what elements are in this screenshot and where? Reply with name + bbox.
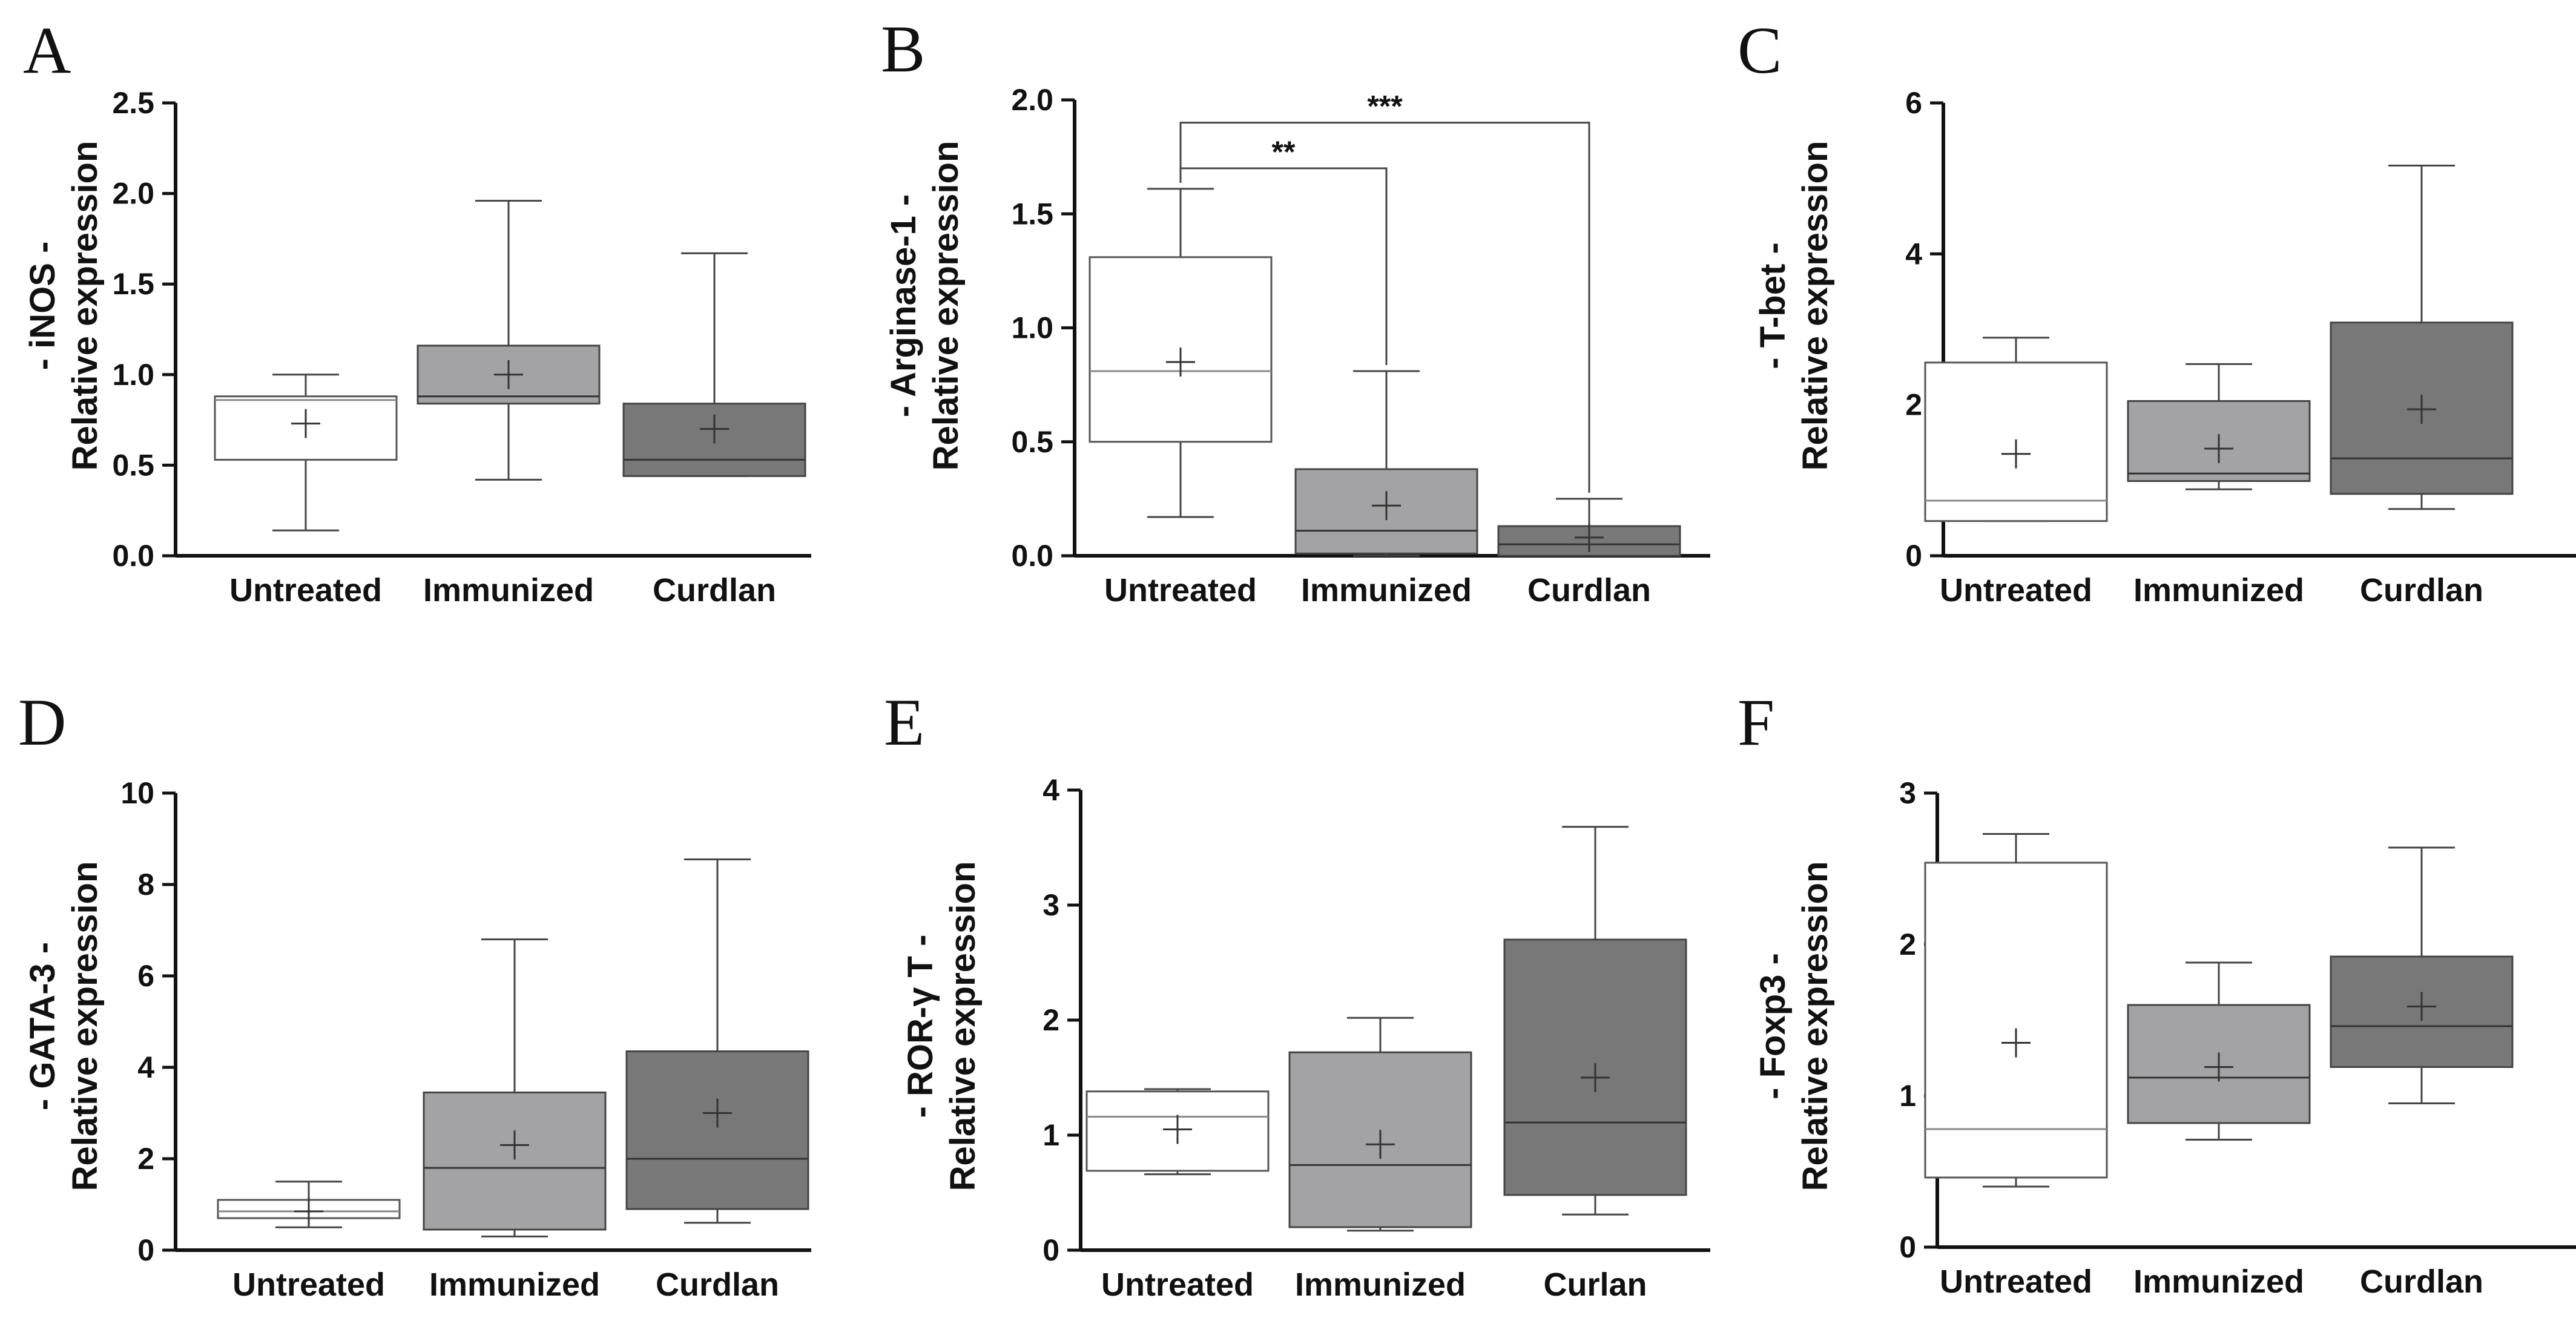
y-axis-title: - Arginase-1 - (884, 194, 923, 417)
box-curdlan (1497, 498, 1681, 557)
box-iqr (423, 1092, 607, 1231)
y-tick-label: 6 (1905, 86, 1922, 120)
panel-b: B - Arginase-1 - Relative expression 0.0 0.5… (881, 12, 1710, 608)
y-tick-label: 1.5 (1011, 197, 1053, 231)
x-tick-label: Immunized (1301, 572, 1472, 608)
y-tick-label: 0 (1899, 1230, 1916, 1264)
box-untreated (1924, 337, 2108, 522)
y-tick-label: 0.0 (1011, 539, 1053, 573)
y-tick-label: 2 (1905, 388, 1922, 422)
y-tick-label: 2 (1899, 927, 1916, 961)
x-tick-label: Untreated (1101, 1267, 1254, 1303)
y-axis-title: - ROR-γ T - (901, 935, 940, 1118)
x-tick-label: Curlan (1543, 1267, 1647, 1303)
y-tick-label: 10 (120, 776, 154, 810)
y-tick-label: 0.0 (112, 539, 154, 573)
x-tick-label: Untreated (1940, 1263, 2092, 1300)
y-tick-label: 0 (1905, 539, 1922, 573)
panel-letter: E (884, 685, 924, 759)
box-untreated (214, 374, 398, 532)
box-curlan (1503, 826, 1687, 1216)
box-untreated (1924, 833, 2108, 1188)
x-tick-label: Curdlan (2360, 572, 2483, 608)
x-tick-label: Curdlan (2360, 1263, 2483, 1300)
box-curdlan (622, 252, 806, 477)
panel-f: F - Foxp3 - Relative expression 0 1 2 3 Untreat… (1738, 685, 2576, 1300)
y-tick-label: 2.0 (112, 177, 154, 211)
x-tick-label: Curdlan (1527, 572, 1651, 608)
y-axis-title: Relative expression (1796, 141, 1835, 471)
box-untreated (1085, 1088, 1270, 1176)
significance-bracket (1179, 122, 1590, 493)
box-immunized (423, 938, 607, 1237)
box-curdlan (2330, 846, 2514, 1104)
panel-a: A - iNOS - Relative expression 0.0 0.5 1.0 1.5… (23, 13, 811, 608)
y-tick-label: 1 (1899, 1079, 1916, 1113)
x-tick-label: Untreated (229, 572, 382, 608)
y-tick-label: 4 (1905, 237, 1922, 271)
y-tick-label: 1.5 (112, 267, 154, 301)
x-tick-label: Immunized (1295, 1267, 1466, 1303)
y-axis-title: Relative expression (65, 861, 105, 1191)
x-tick-label: Untreated (232, 1267, 385, 1303)
significance-label: ** (1272, 135, 1296, 169)
x-tick-label: Untreated (1104, 572, 1257, 608)
y-tick-label: 0 (137, 1233, 154, 1267)
y-tick-label: 8 (137, 868, 154, 901)
x-tick-label: Untreated (1940, 572, 2092, 608)
panel-d: D - GATA-3 - Relative expression 0 2 4 6 8 10 Unt… (18, 685, 811, 1303)
box-immunized (2127, 961, 2311, 1141)
x-tick-label: Immunized (2133, 572, 2304, 608)
y-tick-label: 2.0 (1011, 83, 1053, 117)
y-axis-title: Relative expression (926, 141, 966, 471)
y-tick-label: 0 (1043, 1233, 1059, 1267)
y-axis-title: Relative expression (65, 141, 105, 471)
y-tick-label: 1 (1043, 1118, 1059, 1152)
y-axis-title: - iNOS - (23, 242, 62, 371)
y-tick-label: 3 (1899, 776, 1916, 810)
x-tick-label: Curdlan (656, 1267, 779, 1303)
panel-e: E - ROR-γ T - Relative expression 0 1 2 3 4 Untr… (884, 685, 1710, 1303)
y-tick-label: 1.0 (112, 358, 154, 392)
y-axis-title: - GATA-3 - (23, 942, 62, 1110)
panel-letter: B (881, 12, 925, 86)
panel-letter: F (1738, 685, 1774, 759)
y-tick-label: 0.5 (1011, 425, 1053, 459)
panel-letter: D (18, 685, 66, 759)
box-iqr (1924, 861, 2108, 1179)
box-curdlan (625, 858, 809, 1224)
panel-letter: A (23, 13, 71, 87)
y-axis-title: - Foxp3 - (1753, 953, 1793, 1099)
significance-label: *** (1367, 90, 1403, 124)
x-tick-label: Immunized (429, 1267, 600, 1303)
box-curdlan (2330, 164, 2514, 510)
box-immunized (1288, 1016, 1472, 1232)
box-immunized (417, 200, 601, 481)
y-tick-label: 2 (1043, 1003, 1059, 1037)
y-tick-label: 4 (137, 1050, 154, 1084)
y-tick-label: 3 (1043, 888, 1059, 922)
x-tick-label: Immunized (423, 572, 594, 608)
panel-letter: C (1738, 13, 1782, 87)
y-tick-label: 2.5 (112, 86, 154, 120)
y-tick-label: 4 (1043, 773, 1059, 807)
box-untreated (217, 1181, 401, 1228)
box-immunized (2127, 363, 2311, 490)
y-axis-title: Relative expression (1796, 861, 1835, 1191)
x-tick-label: Curdlan (653, 572, 776, 608)
box-immunized (1294, 370, 1478, 557)
y-axis-title: - T-bet - (1753, 242, 1793, 369)
box-untreated (1089, 188, 1273, 518)
panel-c: C - T-bet - Relative expression 0 2 4 6 Untreat… (1738, 13, 2576, 608)
x-tick-label: Immunized (2133, 1263, 2304, 1300)
y-tick-label: 0.5 (112, 448, 154, 482)
y-tick-label: 2 (137, 1142, 154, 1176)
y-axis-title: Relative expression (943, 861, 983, 1191)
y-tick-label: 1.0 (1011, 311, 1053, 345)
y-tick-label: 6 (137, 959, 154, 993)
box-iqr (625, 1050, 809, 1210)
